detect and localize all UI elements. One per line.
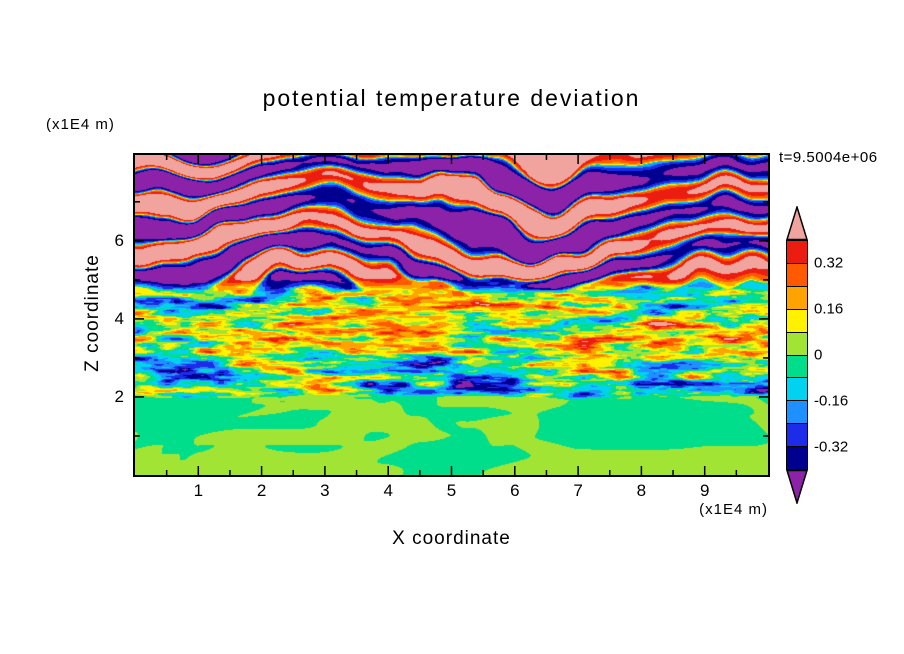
x-axis-tick-label: 8	[636, 481, 647, 500]
colorbar-tick-label: 0	[814, 346, 823, 364]
colorbar-tick-label: -0.16	[814, 392, 849, 410]
colorbar-band	[787, 354, 807, 378]
x-axis-tick-label: 4	[383, 481, 393, 500]
plot-area	[133, 153, 770, 477]
z-axis-tick-labels: 2 4 6	[92, 155, 124, 475]
temperature-field-heatmap	[135, 155, 768, 475]
x-axis-tick-label: 1	[193, 481, 204, 500]
x-axis-title: X coordinate	[392, 528, 511, 549]
colorbar-arrows	[786, 206, 808, 504]
colorbar-tick-label: -0.32	[814, 438, 849, 456]
z-axis-tick-label: 4	[114, 308, 124, 328]
colorbar-band	[787, 285, 807, 309]
z-axis-tick-label: 6	[114, 230, 124, 250]
x-axis-unit-label: (x1E4 m)	[699, 501, 768, 518]
x-axis-tick-labels: 1 2 3 4 5 6 7 8 9	[135, 481, 768, 503]
colorbar-band	[787, 423, 807, 447]
colorbar-band	[787, 241, 807, 263]
x-axis-tick-label: 6	[510, 481, 520, 500]
colorbar-band	[787, 331, 807, 355]
colorbar-band	[787, 400, 807, 424]
colorbar-band	[787, 446, 807, 470]
x-axis-tick-label: 9	[699, 481, 710, 500]
colorbar-above-max-arrow	[786, 206, 808, 241]
x-axis-tick-label: 5	[446, 481, 457, 500]
x-axis-tick-label: 7	[573, 481, 583, 500]
colorbar-band	[787, 377, 807, 401]
chart-title: potential temperature deviation	[262, 85, 641, 111]
z-axis-unit-label: (x1E4 m)	[46, 116, 115, 133]
colorbar-tick-label: 0.32	[814, 254, 844, 272]
z-axis-tick-label: 2	[114, 386, 124, 406]
colorbar-tick-labels: 0.32 0.16 0 -0.16 -0.32	[814, 0, 884, 654]
colorbar-band	[787, 308, 807, 332]
x-axis-tick-label: 2	[256, 481, 267, 500]
x-axis-tick-label: 3	[320, 481, 330, 500]
colorbar-band	[787, 262, 807, 286]
timestamp-label: t=9.5004e+06	[779, 149, 878, 166]
colorbar-below-min-arrow	[786, 469, 808, 504]
colorbar-tick-label: 0.16	[814, 300, 844, 318]
colorbar	[786, 240, 808, 470]
